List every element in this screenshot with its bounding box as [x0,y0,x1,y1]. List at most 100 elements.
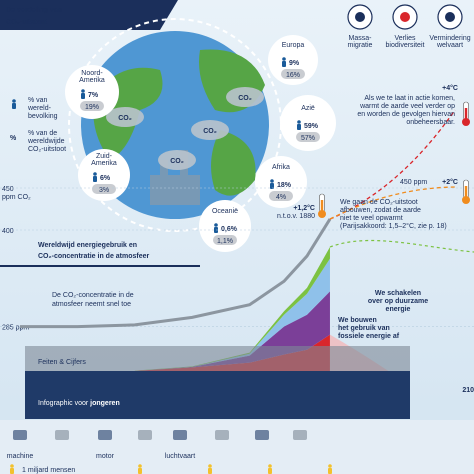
scenario-text: Als we te laat in actie komen, [364,95,455,102]
bottom-icon [255,430,269,440]
banner-kicker-bg [25,346,410,371]
bottom-icon [173,430,187,440]
ppm-450: 450 ppm [400,179,427,186]
timeline-year: 210 [462,387,474,394]
co2-label: CO₂ [170,158,184,165]
banner-title-part: jongeren [89,400,120,407]
co2-pill [213,235,237,245]
temp-now: +1,2°C [293,204,315,212]
region-name: Amerika [79,77,105,84]
impact-label: Massa- [349,35,373,42]
chart-note: We bouwen [338,317,377,324]
legend-text: bevolking [28,113,58,120]
region-bubble [255,156,307,208]
co2-label: CO₂ [118,115,132,122]
thermometer [462,118,470,126]
region-bubble [280,95,336,151]
region-population: 6% [100,175,111,182]
thermometer [464,186,468,198]
chart-note: over op duurzame [368,298,428,305]
region-name: Zuid- [96,153,113,160]
impact-label: Verlies [394,35,416,42]
scenario-text: onbeheersbaar. [406,119,455,126]
energy-area [134,258,330,371]
region-name: Europa [282,42,305,49]
scenario-text: warmt de aarde veel verder op [359,103,455,110]
person-icon [328,468,332,474]
person-icon [81,93,85,99]
person-icon [208,464,212,468]
impact-label: biodiversiteit [386,42,425,49]
banner-title-part: Infographic voor [38,400,90,407]
bottom-label: machine [7,453,34,460]
thermometer [318,210,326,218]
region-co2: 19% [85,104,99,111]
region-name: Azië [301,105,315,112]
person-icon [268,464,272,468]
bottom-icon [293,430,307,440]
title-banner [0,0,178,30]
temp-high: +4°C [442,84,458,92]
scenario-text: en worden de gevolgen hiervan [357,111,455,118]
scenario-text: niet te veel opwarmt [340,215,403,222]
bottom-strip [0,420,474,474]
impact-label: Vermindering [429,35,470,42]
person-icon [12,103,16,109]
bottom-icon [55,430,69,440]
region-bubble [199,200,251,252]
chart-note: De CO₂-concentratie in de [52,292,134,299]
impact-icon [445,12,455,22]
legend-text: % van de [28,130,57,137]
person-icon [138,464,142,468]
chart-note: We schakelen [375,290,421,297]
legend-text: wereldwijde [27,138,65,145]
person-icon [12,99,16,103]
impact-label: welvaart [436,42,463,49]
bottom-icon [98,430,112,440]
person-icon [10,464,14,468]
co2-line [20,218,332,329]
scenario-text: (Parijsakkoord: 1,5–2°C, zie p. 18) [340,222,447,230]
person-icon [268,468,272,474]
paris-projection [329,186,456,220]
co2-label: CO₂ [238,95,252,102]
temp-now-note: n.t.o.v. 1880 [277,213,315,220]
region-bubble [268,35,318,85]
bottom-label: luchtvaart [165,453,195,460]
co2-cloud [226,87,264,107]
person-icon [270,179,274,183]
chart-title: Wereldwijd energiegebruik en [38,242,137,249]
high-projection [329,109,456,220]
impact-label: migratie [348,42,373,49]
region-population: 7% [88,92,99,99]
person-icon [282,57,286,61]
person-icon [328,464,332,468]
renewable-projection [329,239,474,253]
region-name: Afrika [272,164,290,171]
bottom-people: 1 miljard mensen [22,467,75,474]
legend-text: % van [28,97,48,104]
region-co2: 16% [286,72,300,79]
co2-pill [269,191,293,201]
banner-title: Infographic voor jongeren [38,400,120,407]
co2-pill [296,132,320,142]
globe-land [93,49,265,196]
bottom-icon [215,430,229,440]
co2-pill [80,101,104,111]
banner-bg [25,371,410,419]
y-tick-label: 285 ppm [2,325,29,332]
person-icon [10,468,14,474]
person-icon [282,61,286,67]
co2-pill [92,184,116,194]
y-tick-label: 400 [2,228,14,235]
scenario-text: afbouwen, zodat de aarde [340,207,421,214]
person-icon [297,124,301,130]
scenario-text: We gaan de CO₂-uitstoot [340,199,418,206]
legend-text: CO₂-uitstoot [28,146,66,153]
person-icon [138,468,142,474]
person-icon [93,176,97,182]
chart-title: CO₂-concentratie in de atmosfeer [38,253,150,260]
chart-note: energie [386,306,411,313]
region-name: Noord- [81,70,103,77]
